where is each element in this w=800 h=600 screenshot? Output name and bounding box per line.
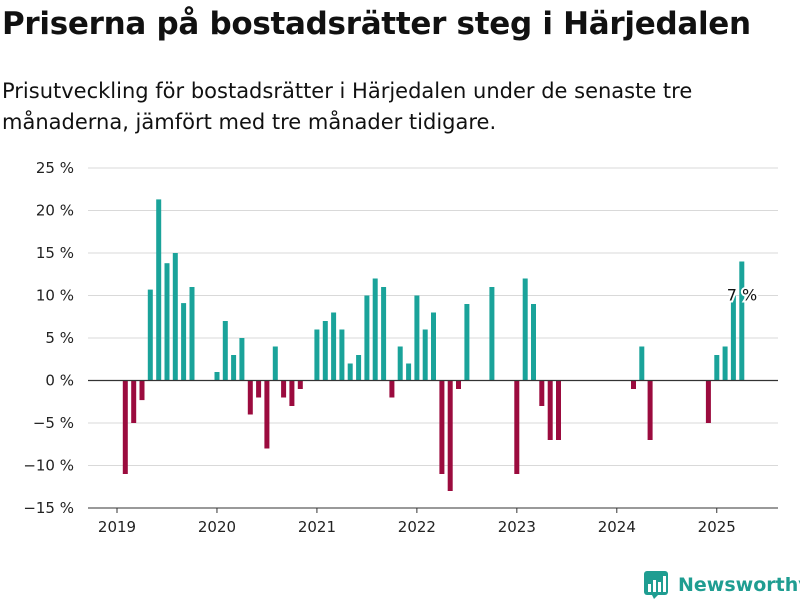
bar — [439, 380, 445, 474]
bar — [139, 380, 145, 401]
bar — [456, 380, 461, 389]
bar-chart: −15 % −10 % −5 % 0 % 5 % 10 % 15 % 20 % 25 % 201… — [23, 159, 778, 536]
y-tick-label: −10 % — [23, 457, 74, 475]
x-tick-label: 2021 — [298, 518, 336, 536]
bar — [231, 355, 237, 381]
y-tick-label: 5 % — [45, 329, 74, 347]
bar — [514, 380, 520, 474]
y-tick-label: 0 % — [45, 372, 74, 390]
bar — [422, 329, 428, 381]
bar — [181, 303, 187, 381]
bar — [372, 278, 378, 381]
x-tick-label: 2019 — [98, 518, 136, 536]
bar — [406, 363, 412, 381]
bar — [214, 372, 220, 381]
bar — [722, 346, 728, 381]
bar — [281, 380, 287, 398]
x-tick-label: 2022 — [398, 518, 436, 536]
bar — [705, 380, 711, 423]
bar — [189, 287, 195, 381]
bar — [297, 380, 303, 389]
bar — [172, 253, 178, 381]
x-tick-label: 2020 — [198, 518, 236, 536]
bar — [489, 287, 495, 381]
newsworthy-logo-icon — [644, 571, 668, 599]
bar — [322, 321, 328, 381]
bar — [314, 329, 320, 381]
x-tick-label: 2023 — [498, 518, 536, 536]
bar — [239, 338, 245, 381]
last-value-label: 7 % — [727, 286, 757, 305]
y-tick-label: −15 % — [23, 499, 74, 517]
chart-title: Priserna på bostadsrätter steg i Härjeda… — [2, 6, 751, 42]
x-axis: 2019 2020 2021 2022 2023 2024 2025 — [88, 507, 778, 536]
bar — [247, 380, 253, 415]
y-tick-label: 20 % — [36, 202, 74, 220]
x-tick-label: 2024 — [598, 518, 636, 536]
bar — [556, 380, 561, 440]
bar — [397, 346, 403, 381]
bar — [739, 261, 745, 381]
bar — [414, 295, 420, 381]
brand-name: Newsworthy — [678, 574, 800, 596]
bar — [447, 380, 453, 491]
bar — [147, 289, 153, 381]
brand-logo: Newsworthy — [644, 570, 800, 600]
bar — [431, 312, 436, 381]
bar — [364, 295, 370, 381]
bar — [339, 329, 345, 381]
bar — [331, 312, 337, 381]
y-axis: −15 % −10 % −5 % 0 % 5 % 10 % 15 % 20 % 25 % — [23, 159, 74, 517]
bar — [539, 380, 545, 406]
bar — [730, 295, 736, 381]
bar — [356, 355, 362, 381]
bar — [131, 380, 137, 423]
bar — [381, 287, 387, 381]
annotations: 7 % — [725, 284, 759, 307]
bar — [531, 304, 536, 381]
bar — [156, 199, 162, 381]
bar — [547, 380, 553, 440]
bar — [639, 346, 645, 381]
bar — [264, 380, 270, 449]
y-tick-label: 15 % — [36, 244, 74, 262]
bar — [647, 380, 653, 440]
bars — [122, 199, 745, 491]
x-tick-label: 2025 — [698, 518, 736, 536]
bar — [222, 321, 228, 381]
bar — [631, 380, 636, 389]
bar — [272, 346, 278, 381]
y-tick-label: 25 % — [36, 159, 74, 177]
bar — [256, 380, 262, 398]
chart-subtitle: Prisutveckling för bostadsrätter i Härje… — [2, 79, 693, 134]
bar — [464, 304, 470, 381]
bar — [289, 380, 295, 406]
bar — [522, 278, 528, 381]
bar — [714, 355, 720, 381]
y-tick-label: −5 % — [33, 414, 74, 432]
bar — [389, 380, 395, 398]
y-tick-label: 10 % — [36, 287, 74, 305]
bar — [164, 263, 170, 381]
bar — [347, 363, 353, 381]
bar — [122, 380, 128, 474]
